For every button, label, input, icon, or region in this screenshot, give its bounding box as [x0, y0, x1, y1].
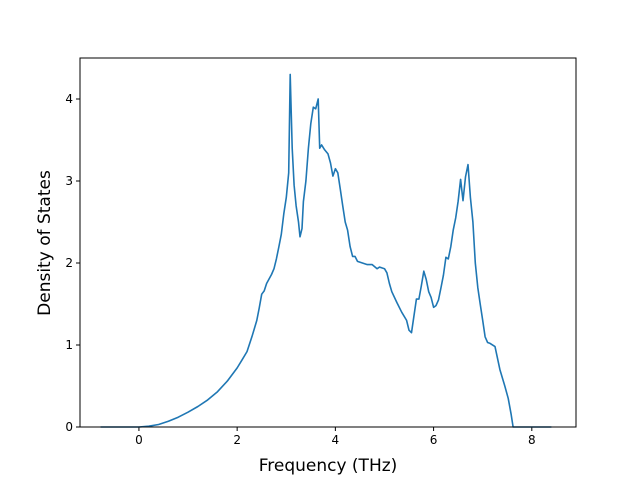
x-tick-label: 2 [233, 433, 241, 447]
y-tick-label: 1 [65, 338, 73, 352]
x-tick-label: 0 [135, 433, 143, 447]
x-tick-label: 6 [430, 433, 438, 447]
y-tick-label: 2 [65, 256, 73, 270]
plot-area [80, 58, 576, 427]
y-tick-label: 4 [65, 92, 73, 106]
y-tick-label: 0 [65, 420, 73, 434]
ticks: 0 2 4 6 8 0 1 2 3 4 [65, 92, 535, 447]
dos-series-line [100, 73, 552, 428]
y-axis-label: Density of States [35, 170, 55, 316]
y-tick-label: 3 [65, 174, 73, 188]
x-axis-label: Frequency (THz) [259, 456, 398, 476]
plot-frame [79, 57, 577, 428]
x-tick-label: 8 [528, 433, 536, 447]
x-tick-label: 4 [332, 433, 340, 447]
